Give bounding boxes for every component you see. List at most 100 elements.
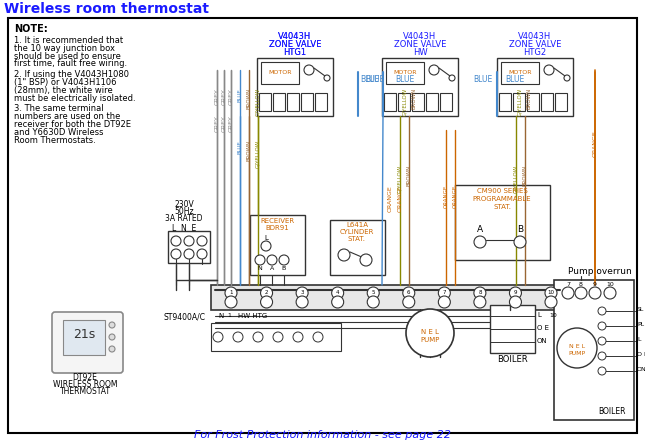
Text: BDR91: BDR91 [265,225,289,231]
Circle shape [474,236,486,248]
Circle shape [253,332,263,342]
Text: MOTOR: MOTOR [508,71,531,76]
Text: A: A [270,266,274,271]
Text: GREY: GREY [215,88,219,105]
Circle shape [109,334,115,340]
Circle shape [598,322,606,330]
Text: 3: 3 [301,291,304,295]
Text: STAT.: STAT. [493,204,511,210]
Circle shape [474,287,486,299]
Text: BROWN: BROWN [522,165,528,186]
Circle shape [510,287,521,299]
Text: ON: ON [537,338,548,344]
Circle shape [564,75,570,81]
Text: ZONE VALVE: ZONE VALVE [269,40,321,49]
Text: HW HTG: HW HTG [238,313,267,319]
Bar [497,58,573,116]
Circle shape [545,287,557,299]
Text: L: L [537,312,541,318]
Circle shape [261,287,273,299]
Circle shape [367,296,379,308]
Text: RECEIVER: RECEIVER [260,218,294,224]
Text: 230V: 230V [174,200,194,209]
Text: V4043H: V4043H [403,32,437,41]
Circle shape [233,332,243,342]
Text: ORANGE: ORANGE [397,185,402,212]
Text: 2: 2 [265,291,268,295]
Text: WIRELESS ROOM: WIRELESS ROOM [53,380,117,389]
Circle shape [255,255,265,265]
Text: 21s: 21s [73,328,95,341]
Text: PUMP: PUMP [568,351,586,356]
Text: should be used to ensure: should be used to ensure [14,51,121,61]
Text: receiver for both the DT92E: receiver for both the DT92E [14,120,131,129]
Circle shape [439,287,450,299]
Text: BROWN: BROWN [246,140,252,161]
Circle shape [429,65,439,75]
Text: HTG2: HTG2 [524,48,546,57]
Circle shape [296,296,308,308]
Circle shape [279,255,289,265]
Bar [261,62,299,84]
Text: CYLINDER: CYLINDER [340,229,374,235]
Bar [168,231,210,263]
Circle shape [171,249,181,259]
Circle shape [544,65,554,75]
Bar [554,280,634,420]
Circle shape [589,287,601,299]
Text: GREY: GREY [221,88,226,105]
Text: 9: 9 [513,291,517,295]
Circle shape [338,249,350,261]
Text: GREY: GREY [228,88,233,105]
Bar [386,62,424,84]
Bar [455,185,550,260]
Circle shape [598,337,606,345]
Text: ST9400A/C: ST9400A/C [163,313,205,322]
Bar [257,58,333,116]
Text: 10: 10 [548,291,555,295]
Bar [211,285,566,310]
Text: 9: 9 [593,282,597,287]
Circle shape [225,287,237,299]
Text: For Frost Protection information - see page 22: For Frost Protection information - see p… [194,430,450,440]
Text: numbers are used on the: numbers are used on the [14,112,121,121]
Circle shape [197,236,207,246]
Text: A: A [477,225,483,234]
Text: BOILER: BOILER [497,355,528,364]
Bar [440,93,452,111]
Bar [490,305,535,353]
Text: 1. It is recommended that: 1. It is recommended that [14,36,123,45]
Text: 50Hz: 50Hz [174,207,194,216]
Bar [555,93,567,111]
Text: PL: PL [637,322,644,327]
Text: ON: ON [637,367,645,372]
Text: 10: 10 [606,282,614,287]
Bar [384,93,396,111]
Text: BLUE: BLUE [360,75,379,84]
Circle shape [267,255,277,265]
Circle shape [598,367,606,375]
Bar [499,93,511,111]
Bar [63,320,105,355]
Bar [412,93,424,111]
Bar [287,93,299,111]
Text: GREY: GREY [221,115,226,132]
Text: and Y6630D Wireless: and Y6630D Wireless [14,128,103,137]
Text: 3. The same terminal: 3. The same terminal [14,105,104,114]
Text: N: N [257,266,263,271]
Text: BLUE: BLUE [505,75,524,84]
Text: 8: 8 [579,282,583,287]
Circle shape [197,249,207,259]
Circle shape [474,296,486,308]
Circle shape [109,322,115,328]
Text: BLUE: BLUE [237,140,243,154]
Circle shape [261,296,273,308]
Text: BLUE: BLUE [473,75,492,84]
Text: G/YELLOW: G/YELLOW [255,140,261,168]
Bar [527,93,539,111]
Text: ZONE VALVE: ZONE VALVE [269,40,321,49]
Circle shape [213,332,223,342]
Bar [315,93,327,111]
Circle shape [304,65,314,75]
Circle shape [171,236,181,246]
